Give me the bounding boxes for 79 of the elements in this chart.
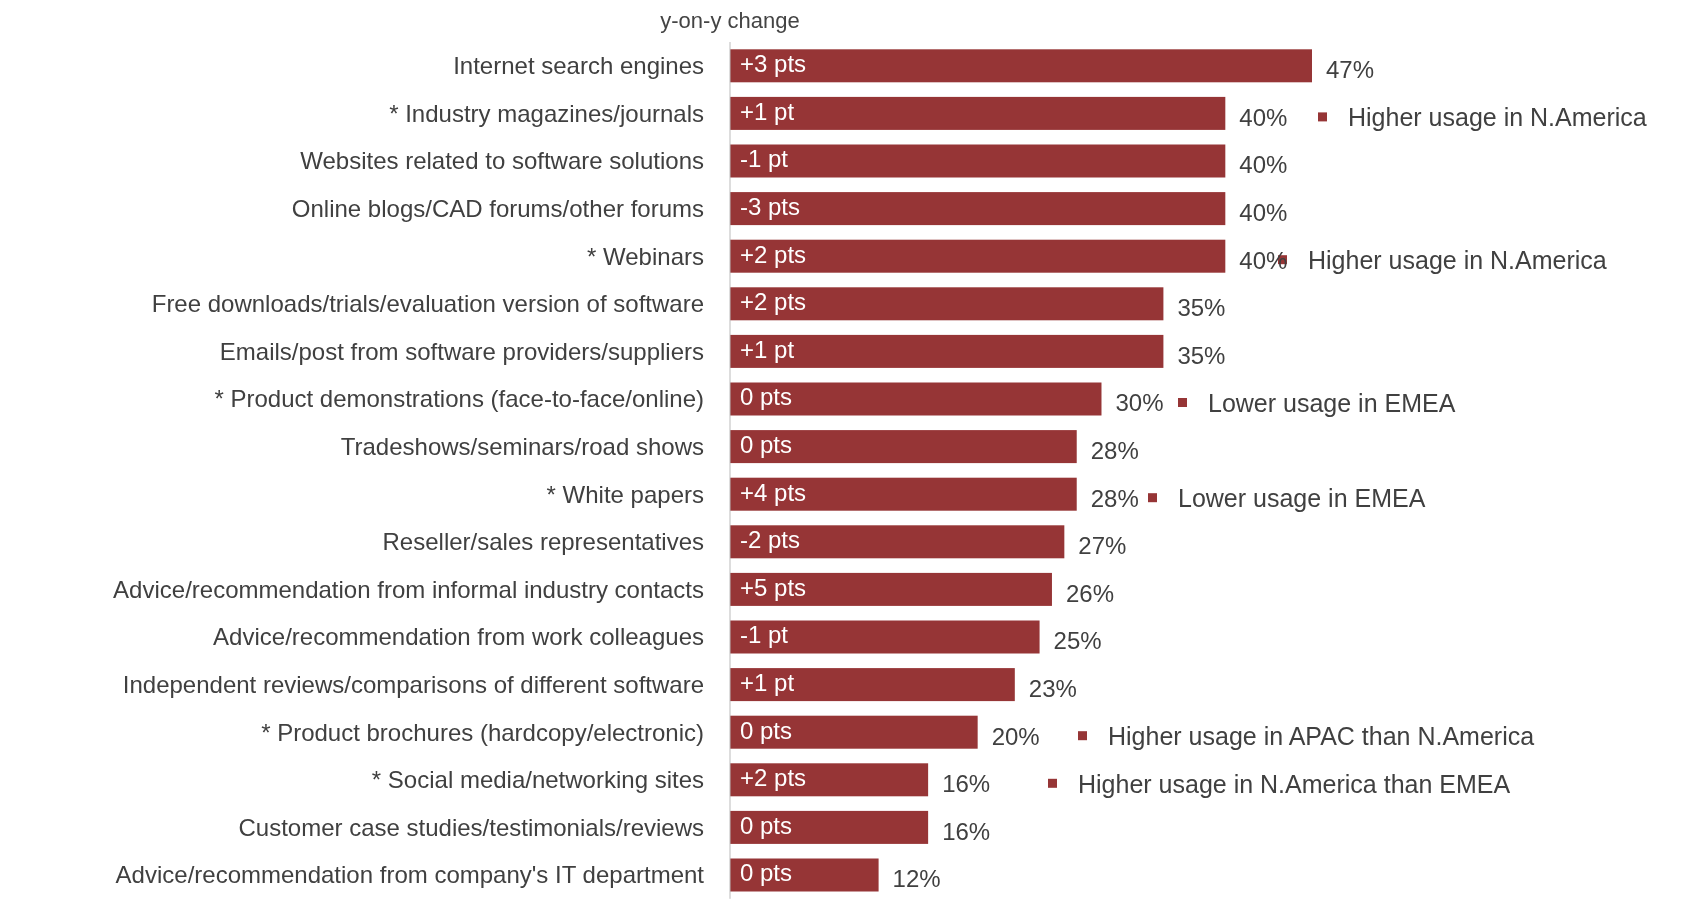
annotation: -1 pt [740, 621, 789, 649]
data-label: 28% [1090, 437, 1139, 464]
annotation: 0 pts [740, 431, 793, 458]
data-label: 20% [991, 722, 1040, 750]
y-tick-label: Internet search engines [453, 52, 704, 80]
bar [730, 477, 1077, 511]
data-label: 16% [942, 770, 991, 798]
data-label: 12% [892, 865, 941, 893]
annotation: -3 pts [740, 193, 801, 220]
data-label: 23% [1028, 675, 1077, 702]
text: y-on-y change [660, 8, 800, 33]
data-label: 35% [1177, 341, 1226, 369]
annotation: +1 pt [740, 335, 795, 363]
annotation: Higher usage in N.America than EMEA [1078, 769, 1511, 798]
data-label: 27% [1078, 532, 1127, 560]
bar [730, 430, 1077, 464]
data-label: 35% [1177, 294, 1226, 322]
annotation: +1 pt [740, 97, 795, 125]
y-tick-label: Online blogs/CAD forums/other forums [291, 195, 704, 222]
bar [730, 763, 929, 797]
bar [730, 192, 1226, 226]
annotation: +5 pts [740, 573, 807, 601]
annotation: 0 pts [740, 811, 793, 839]
y-tick-label: Advice/recommendation from company's IT department [115, 861, 705, 889]
annotation: -1 pt [740, 145, 789, 173]
annotation: +2 pts [740, 240, 807, 268]
y-tick-label: Advice/recommendation from informal industry contacts [113, 575, 704, 603]
bar [730, 287, 1164, 321]
bar [730, 96, 1226, 130]
y-tick-label: * White papers [546, 480, 704, 508]
annotation: 0 pts [740, 716, 793, 744]
bar [730, 525, 1065, 559]
y-tick-label: * Industry magazines/journals [389, 99, 704, 127]
y-tick-label: Free downloads/trials/evaluation version of software [151, 290, 704, 318]
annotation: 0 pts [740, 859, 793, 887]
y-tick-label: Customer case studies/testimonials/reviews [238, 813, 704, 841]
data-label: 30% [1115, 389, 1164, 417]
text: Higher usage in N.America [1348, 103, 1647, 132]
bar [730, 144, 1226, 178]
bar [730, 858, 879, 892]
annotation: -2 pts [740, 526, 801, 554]
data-label: 26% [1065, 579, 1114, 607]
bar [730, 382, 1102, 416]
annotation: Higher usage in N.America [1308, 245, 1607, 274]
annotation: 0 pts [740, 383, 793, 411]
bar [730, 810, 929, 844]
y-tick-label: Reseller/sales representatives [382, 528, 704, 556]
data-label: 47% [1326, 56, 1375, 84]
annotation: +1 pt [740, 669, 795, 696]
bar [730, 334, 1164, 368]
annotation: +4 pts [740, 478, 807, 506]
annotation: +2 pts [740, 764, 807, 792]
y-tick-label: Advice/recommendation from work colleagues [213, 623, 704, 651]
bar [730, 239, 1226, 273]
bar [730, 572, 1052, 606]
y-tick-label: * Webinars [587, 242, 704, 270]
bar [730, 620, 1040, 654]
y-tick-label: * Product brochures (hardcopy/electronic) [261, 718, 704, 746]
annotation: +3 pts [740, 50, 807, 78]
annotation: +2 pts [740, 288, 807, 316]
y-tick-label: Emails/post from software providers/suppliers [219, 337, 704, 365]
data-label: 25% [1053, 627, 1102, 655]
data-label: 16% [942, 817, 991, 845]
annotation: Lower usage in EMEA [1208, 388, 1456, 417]
bar [730, 49, 1312, 83]
annotation: Higher usage in APAC than N.America [1108, 721, 1535, 750]
y-tick-label: * Product demonstrations (face-to-face/online) [214, 385, 704, 413]
y-tick-label: Websites related to software solutions [300, 147, 704, 175]
y-tick-label: Tradeshows/seminars/road shows [340, 433, 704, 460]
bar [730, 668, 1015, 702]
bar [730, 715, 978, 749]
data-label: 40% [1239, 246, 1288, 274]
y-tick-label: Independent reviews/comparisons of different software [122, 671, 704, 698]
annotation: Lower usage in EMEA [1178, 483, 1426, 512]
data-label: 40% [1239, 103, 1288, 131]
data-label: 40% [1239, 199, 1288, 226]
data-label: 40% [1239, 151, 1288, 179]
data-label: 28% [1090, 484, 1139, 512]
y-tick-label: * Social media/networking sites [371, 766, 704, 794]
